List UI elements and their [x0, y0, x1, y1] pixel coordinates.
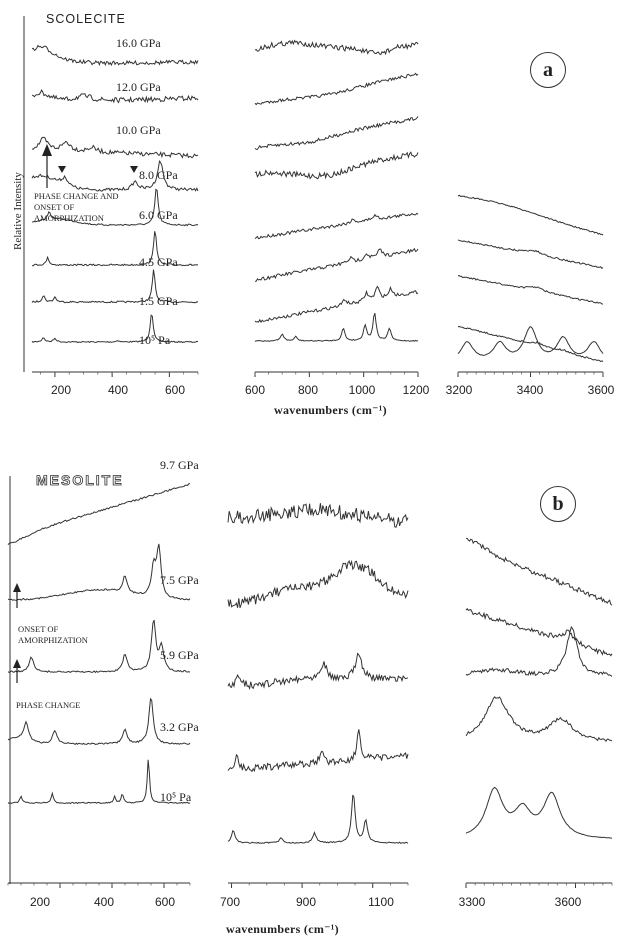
spectrum-a2-ambient [254, 313, 419, 342]
annotation-phase-change: PHASE CHANGE [16, 700, 81, 710]
spectrum-a2-4.5gpa [255, 247, 419, 282]
tick-b2-900: 900 [295, 895, 317, 909]
tick-a1-400: 400 [107, 383, 129, 397]
series-label-16gpa: 16.0 GPa [116, 36, 161, 50]
tick-a2-1200: 1200 [402, 383, 430, 397]
series-label-ambient-b: 10⁵ Pa [160, 790, 192, 804]
title-mesolite: MESOLITE [36, 472, 124, 489]
series-label-4.5gpa: 4.5 GPa [139, 255, 178, 269]
spectrum-a1-10gpa [31, 136, 199, 159]
tick-a1-600: 600 [164, 383, 186, 397]
y-axis-label: Relative Intensity [12, 172, 24, 250]
series-label-ambient: 10⁵ Pa [139, 333, 171, 347]
series-label-7.5gpa: 7.5 GPa [160, 573, 199, 587]
tick-b3-3600: 3600 [554, 895, 582, 909]
spectrum-a3-ambient [457, 326, 604, 357]
spectrum-a2-10gpa [254, 116, 419, 150]
panel-badge-a: a [530, 52, 566, 88]
spectrum-b1-7.5gpa [7, 543, 191, 601]
spectrum-a1-ambient [31, 314, 199, 344]
series-label-1.5gpa: 1.5 GPa [139, 294, 178, 308]
spectrum-a1-8gpa [31, 159, 199, 192]
arrow-head-phase-change-b [13, 659, 21, 668]
spectrum-a1-16gpa [31, 44, 199, 67]
tick-b1-400: 400 [93, 895, 115, 909]
tick-a3-3400: 3400 [516, 383, 544, 397]
spectrum-a3-4.5gpa [457, 275, 604, 305]
spectrum-b3-7.5gpa [465, 607, 613, 657]
x-axis-label-b: wavenumbers (cm⁻¹) [226, 922, 339, 936]
spectrum-b1-5.9gpa [7, 619, 191, 674]
spectrum-b3-3.2gpa [465, 696, 613, 743]
spectrum-a1-6gpa [31, 188, 199, 227]
spectrum-b3-5.9gpa [465, 626, 613, 677]
spectrum-a3-1.5gpa [457, 325, 604, 363]
tick-b3-3300: 3300 [458, 895, 486, 909]
annotation-phase-change-onset: PHASE CHANGE AND ONSET OF AMORPHIZATION [34, 191, 119, 223]
arrow-head-onset-b [13, 583, 21, 592]
spectrum-a2-8gpa [254, 151, 419, 180]
series-label-8gpa: 8.0 GPa [139, 168, 178, 182]
title-scolecite: SCOLECITE [46, 12, 126, 26]
spectrum-a2-1.5gpa [254, 285, 419, 324]
spectrum-b2-ambient [227, 794, 409, 845]
spectrum-b2-7.5gpa [227, 559, 409, 608]
series-label-6gpa: 6.0 GPa [139, 208, 178, 222]
tick-a2-1000: 1000 [348, 383, 376, 397]
tick-a2-800: 800 [297, 383, 319, 397]
spectrum-a1-12gpa [31, 89, 199, 104]
spectrum-a2-16gpa [254, 39, 419, 56]
annotation-onset-amorphization: ONSET OF AMORPHIZATION [18, 624, 88, 645]
tick-a3-3200: 3200 [445, 383, 473, 397]
arrow-head-phase-change [42, 144, 52, 156]
tick-b2-1100: 1100 [368, 895, 394, 909]
spectrum-b3-ambient [465, 786, 612, 839]
spectrum-b3-9.7gpa [465, 537, 613, 606]
tick-b2-700: 700 [219, 895, 241, 909]
tick-a3-3600: 3600 [587, 383, 615, 397]
series-label-10gpa: 10.0 GPa [116, 123, 161, 137]
spectrum-b1-ambient [7, 759, 191, 805]
marker-peak-235 [58, 166, 66, 173]
spectrum-a2-6gpa [254, 212, 419, 240]
spectrum-a3-8gpa [457, 194, 604, 236]
x-axis-label-a: wavenumbers (cm⁻¹) [274, 403, 387, 417]
spectrum-b1-9.7gpa [7, 483, 191, 546]
spectrum-a1-4.5gpa [31, 231, 199, 267]
spectrum-b2-9.7gpa [227, 503, 409, 528]
panel-badge-b: b [540, 486, 576, 522]
spectrum-b2-3.2gpa [227, 729, 409, 773]
spectrum-a2-12gpa [254, 72, 419, 106]
marker-peak-480 [130, 166, 138, 173]
tick-b1-600: 600 [154, 895, 176, 909]
spectrum-a1-1.5gpa [31, 269, 199, 304]
tick-b1-200: 200 [29, 895, 51, 909]
series-label-3.2gpa: 3.2 GPa [160, 720, 199, 734]
series-label-9.7gpa: 9.7 GPa [160, 458, 199, 472]
tick-a2-600: 600 [244, 383, 266, 397]
spectrum-b1-3.2gpa [7, 697, 191, 746]
series-label-5.9gpa: 5.9 GPa [160, 648, 199, 662]
tick-a1-200: 200 [50, 383, 72, 397]
spectrum-a3-6gpa [457, 239, 604, 269]
spectrum-b2-5.9gpa [227, 652, 409, 691]
series-label-12gpa: 12.0 GPa [116, 80, 161, 94]
